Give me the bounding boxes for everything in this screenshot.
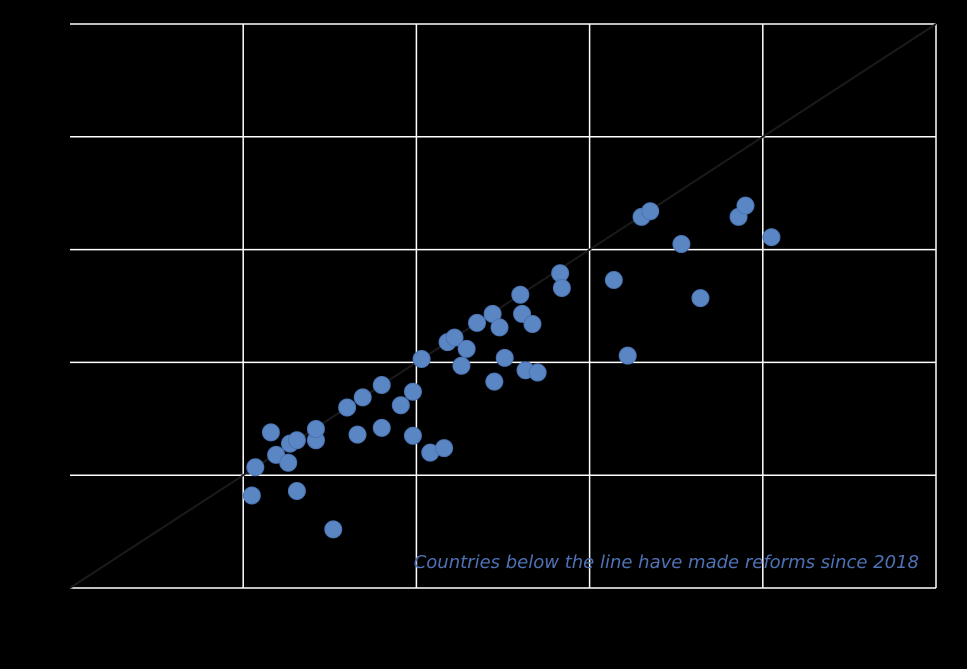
data-point [490,318,509,337]
chart-annotation: Countries below the line have made refor… [414,552,919,573]
reference-diagonal-line [69,23,937,589]
data-point [736,196,755,215]
data-point [435,439,454,458]
data-point [604,271,623,290]
data-point [353,388,372,407]
data-point [246,458,265,477]
data-point [372,418,391,437]
data-point [338,398,357,417]
data-point [261,423,280,442]
data-point [762,228,781,247]
gridlines [70,23,937,589]
data-point [403,382,422,401]
data-point [324,520,343,539]
data-point [242,486,261,505]
data-point [641,202,660,221]
data-point [552,278,571,297]
data-point [445,328,464,347]
data-point [528,363,547,382]
data-point [618,346,637,365]
data-point [457,339,476,358]
data-point [279,453,298,472]
data-point [672,234,691,253]
data-point [403,426,422,445]
data-point [306,419,325,438]
data-point [452,356,471,375]
data-point [412,350,431,369]
data-point [523,315,542,334]
data-point [485,372,504,391]
data-point [348,425,367,444]
data-point [691,289,710,308]
data-point [287,431,306,450]
data-point [287,481,306,500]
data-point [372,375,391,394]
data-point [511,285,530,304]
data-point [495,348,514,367]
data-point [468,313,487,332]
data-points [242,196,781,539]
data-point [391,396,410,415]
